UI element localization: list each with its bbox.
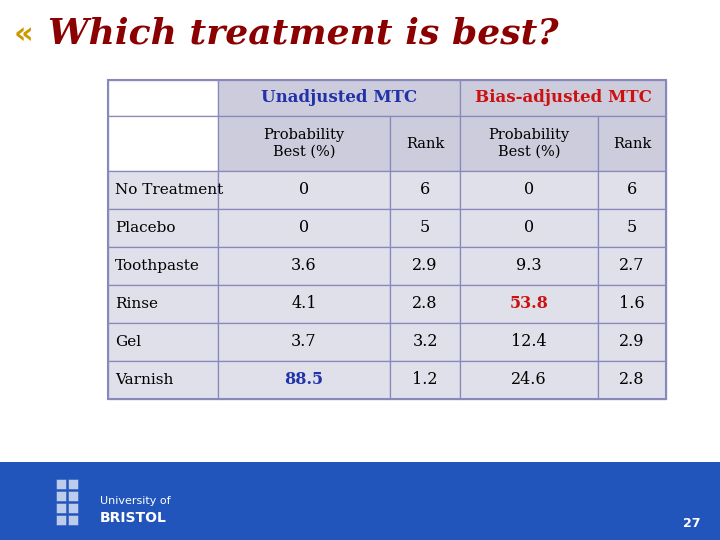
Bar xyxy=(108,361,218,399)
Text: Gel: Gel xyxy=(115,335,141,349)
Bar xyxy=(218,80,460,116)
Bar xyxy=(460,247,598,285)
Bar xyxy=(108,80,218,116)
Bar xyxy=(390,285,460,323)
Bar xyxy=(460,80,666,116)
Bar xyxy=(0,462,720,540)
Bar xyxy=(68,515,78,525)
Bar xyxy=(598,285,666,323)
Text: Toothpaste: Toothpaste xyxy=(115,259,200,273)
Bar xyxy=(56,479,66,489)
Text: 12.4: 12.4 xyxy=(511,334,546,350)
Bar xyxy=(68,479,78,489)
Bar xyxy=(218,247,390,285)
Bar xyxy=(56,503,66,513)
Bar xyxy=(598,323,666,361)
Bar xyxy=(108,285,218,323)
Bar xyxy=(598,116,666,171)
Bar xyxy=(460,323,598,361)
Bar xyxy=(218,116,390,171)
Text: 3.6: 3.6 xyxy=(291,258,317,274)
Text: 5: 5 xyxy=(420,219,430,237)
Text: 0: 0 xyxy=(299,181,309,199)
Text: 0: 0 xyxy=(524,181,534,199)
Text: 2.9: 2.9 xyxy=(413,258,438,274)
Text: 6: 6 xyxy=(420,181,430,199)
Text: Placebo: Placebo xyxy=(115,221,176,235)
Bar xyxy=(390,361,460,399)
Text: 6: 6 xyxy=(627,181,637,199)
Text: 88.5: 88.5 xyxy=(284,372,323,388)
Bar xyxy=(108,247,218,285)
Text: 3.2: 3.2 xyxy=(413,334,438,350)
Text: 0: 0 xyxy=(524,219,534,237)
Bar xyxy=(108,80,666,399)
Bar xyxy=(598,209,666,247)
Bar xyxy=(390,171,460,209)
Bar xyxy=(68,491,78,501)
Text: Rank: Rank xyxy=(406,137,444,151)
Bar xyxy=(460,209,598,247)
Bar xyxy=(68,503,78,513)
Text: 1.2: 1.2 xyxy=(413,372,438,388)
Text: 5: 5 xyxy=(627,219,637,237)
Text: 3.7: 3.7 xyxy=(291,334,317,350)
Text: Rank: Rank xyxy=(613,137,651,151)
Bar xyxy=(108,209,218,247)
Text: No Treatment: No Treatment xyxy=(115,183,223,197)
Text: «: « xyxy=(14,21,34,50)
Text: Unadjusted MTC: Unadjusted MTC xyxy=(261,90,417,106)
Bar xyxy=(218,323,390,361)
Bar xyxy=(460,285,598,323)
Text: Bias-adjusted MTC: Bias-adjusted MTC xyxy=(474,90,652,106)
Bar xyxy=(460,361,598,399)
Text: 9.3: 9.3 xyxy=(516,258,542,274)
Text: Rinse: Rinse xyxy=(115,297,158,311)
Bar xyxy=(390,247,460,285)
Text: 53.8: 53.8 xyxy=(510,295,549,313)
Bar xyxy=(218,285,390,323)
Bar xyxy=(108,171,218,209)
Text: Which treatment is best?: Which treatment is best? xyxy=(48,16,559,50)
Bar xyxy=(56,491,66,501)
Text: 2.8: 2.8 xyxy=(413,295,438,313)
Bar xyxy=(108,323,218,361)
Bar xyxy=(218,209,390,247)
Bar xyxy=(390,116,460,171)
Bar xyxy=(56,515,66,525)
Bar xyxy=(460,171,598,209)
Bar xyxy=(218,171,390,209)
Text: 1.6: 1.6 xyxy=(619,295,645,313)
Bar xyxy=(218,361,390,399)
Text: University of: University of xyxy=(100,496,171,506)
Text: 2.8: 2.8 xyxy=(619,372,644,388)
Bar xyxy=(390,323,460,361)
Bar xyxy=(390,209,460,247)
Text: Varnish: Varnish xyxy=(115,373,174,387)
Text: Probability
Best (%): Probability Best (%) xyxy=(264,128,345,159)
Bar xyxy=(460,116,598,171)
Text: 2.9: 2.9 xyxy=(619,334,644,350)
Text: 0: 0 xyxy=(299,219,309,237)
Bar xyxy=(598,247,666,285)
Bar xyxy=(108,116,218,171)
Text: Probability
Best (%): Probability Best (%) xyxy=(488,128,570,159)
Text: 2.7: 2.7 xyxy=(619,258,644,274)
Text: 4.1: 4.1 xyxy=(292,295,317,313)
Bar xyxy=(598,171,666,209)
Text: 24.6: 24.6 xyxy=(511,372,546,388)
Bar xyxy=(598,361,666,399)
Text: 27: 27 xyxy=(683,517,700,530)
Text: BRISTOL: BRISTOL xyxy=(100,511,167,525)
